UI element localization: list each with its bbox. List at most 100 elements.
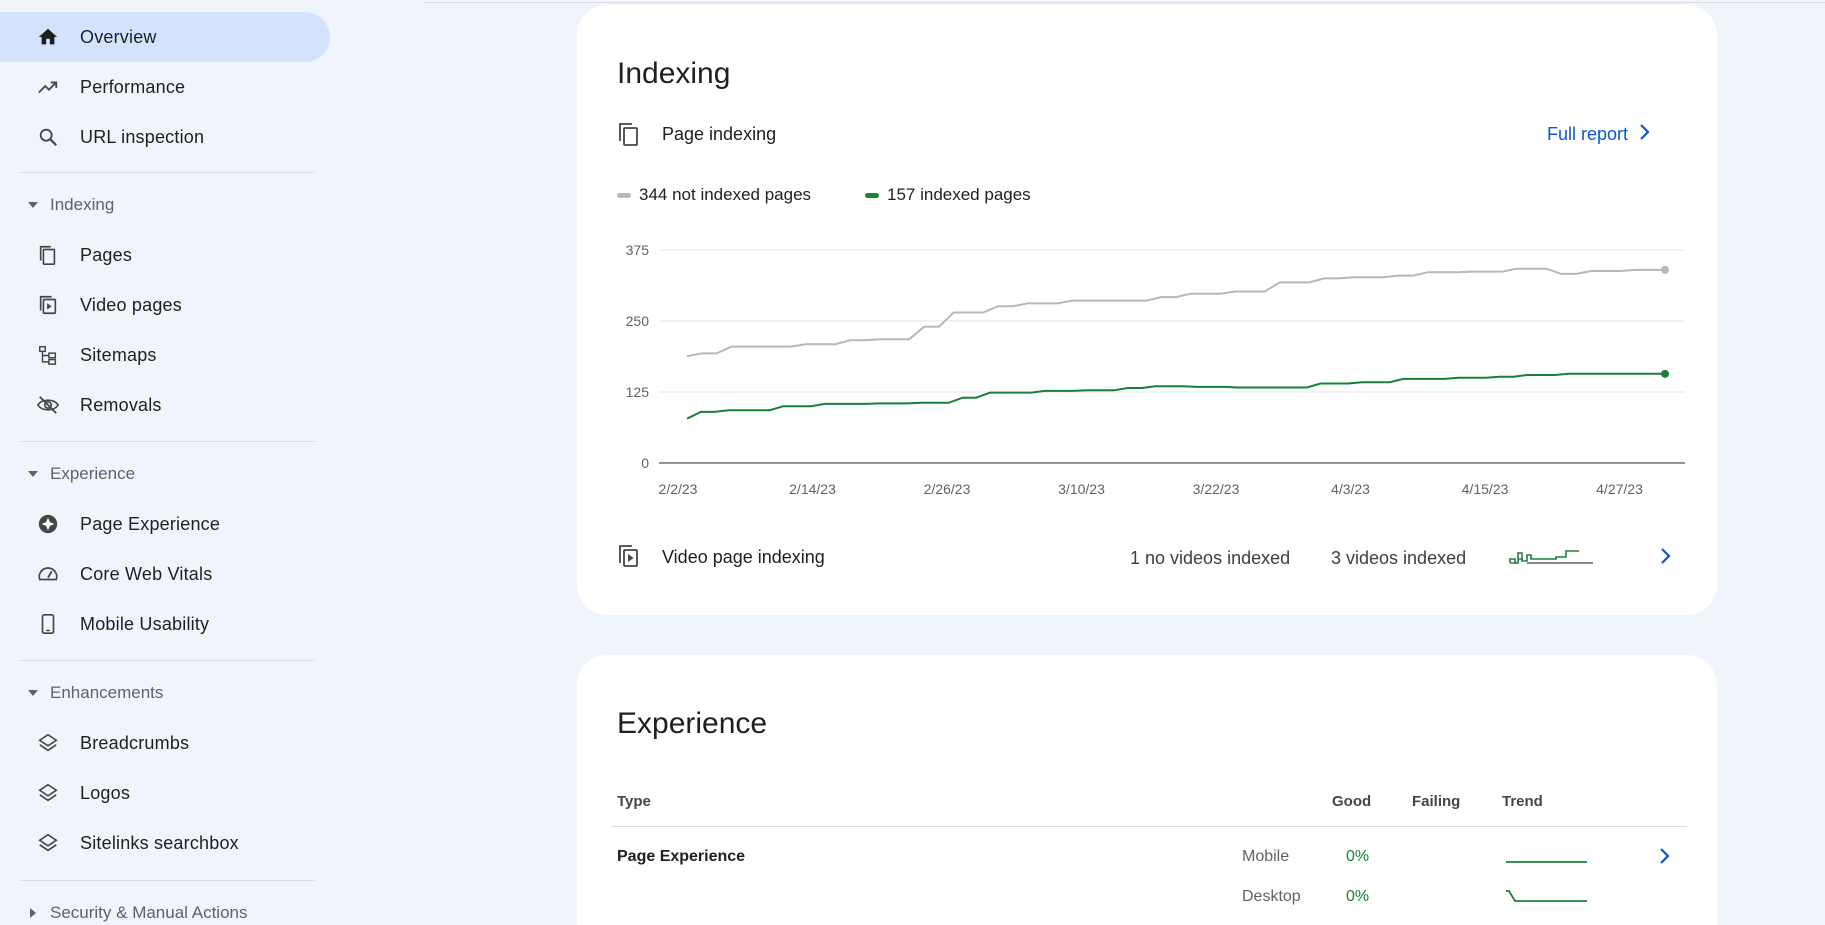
page-indexing-chart: 0 125 250 375 2/2/23 2/14/23 2/26/23 3/10/23 3/2… <box>626 242 1685 497</box>
video-indexing-sparkline <box>1509 550 1593 564</box>
sidebar-section-label: Security & Manual Actions <box>50 903 248 922</box>
video-page-indexing-label: Video page indexing <box>662 547 825 567</box>
sidebar-section-label: Experience <box>50 464 136 483</box>
caret-down-icon <box>27 468 39 480</box>
legend-indexed[interactable]: 157 indexed pages <box>865 185 1031 205</box>
trend-sparkline-desktop <box>1506 890 1587 902</box>
sparkline-not-indexed <box>1510 558 1593 564</box>
column-header-trend: Trend <box>1502 793 1543 810</box>
indexing-card-title: Indexing <box>617 57 731 90</box>
x-tick-label: 3/10/23 <box>1058 481 1105 497</box>
legend-label: 157 indexed pages <box>887 185 1031 204</box>
layers-icon <box>36 831 60 855</box>
sidebar-item-label: Core Web Vitals <box>80 563 213 584</box>
series-end-point[interactable] <box>1661 369 1669 378</box>
column-header-good: Good <box>1332 793 1372 810</box>
sidebar-item-video-pages[interactable]: Video pages <box>0 280 330 330</box>
sidebar-item-performance[interactable]: Performance <box>0 62 330 112</box>
sidebar-item-overview[interactable]: Overview <box>0 12 330 62</box>
video-pages-icon <box>617 543 641 569</box>
full-report-link[interactable]: Full report <box>1547 123 1650 146</box>
experience-card-title: Experience <box>617 707 768 740</box>
search-icon <box>36 125 60 149</box>
full-report-label: Full report <box>1547 124 1629 144</box>
caret-down-icon <box>27 199 39 211</box>
x-tick-label: 3/22/23 <box>1193 481 1240 497</box>
video-indexed-count: 3 videos indexed <box>1331 548 1467 568</box>
x-tick-label: 4/15/23 <box>1462 481 1509 497</box>
sidebar-item-breadcrumbs[interactable]: Breadcrumbs <box>0 718 330 768</box>
layers-icon <box>36 731 60 755</box>
sidebar-section-indexing[interactable]: Indexing <box>0 185 320 225</box>
y-tick-label: 375 <box>626 242 650 258</box>
sidebar-item-sitelinks-searchbox[interactable]: Sitelinks searchbox <box>0 818 330 868</box>
x-tick-label: 4/3/23 <box>1331 481 1370 497</box>
y-tick-label: 0 <box>641 455 649 471</box>
sidebar-divider <box>20 172 315 173</box>
legend-label: 344 not indexed pages <box>639 185 812 204</box>
trending-up-icon <box>36 75 60 99</box>
speed-gauge-icon <box>36 562 60 586</box>
sidebar-item-label: URL inspection <box>80 126 205 147</box>
sidebar-item-label: Breadcrumbs <box>80 732 190 753</box>
sidebar-section-enhancements[interactable]: Enhancements <box>0 673 320 713</box>
sidebar-item-mobile-usability[interactable]: Mobile Usability <box>0 599 330 649</box>
sidebar-item-label: Sitelinks searchbox <box>80 832 239 853</box>
page-experience-open-button[interactable] <box>1652 846 1676 870</box>
sidebar-item-label: Page Experience <box>80 513 221 534</box>
column-header-failing: Failing <box>1412 793 1461 810</box>
sidebar-divider <box>20 441 315 442</box>
row-type-name: Page Experience <box>617 848 746 865</box>
sidebar-section-security[interactable]: Security & Manual Actions <box>0 893 320 925</box>
caret-down-icon <box>27 687 39 699</box>
sitemap-icon <box>36 343 60 367</box>
row-good-desktop: 0% <box>1346 888 1370 905</box>
page-indexing-label: Page indexing <box>662 124 777 144</box>
legend-not-indexed[interactable]: 344 not indexed pages <box>617 185 811 205</box>
y-tick-label: 250 <box>626 313 650 329</box>
sidebar-item-label: Logos <box>80 782 131 803</box>
table-header-divider <box>612 826 1687 827</box>
x-tick-label: 2/2/23 <box>659 481 698 497</box>
x-tick-label: 2/14/23 <box>789 481 836 497</box>
sidebar-item-logos[interactable]: Logos <box>0 768 330 818</box>
experience-card: Experience Type Good Failing Trend Page … <box>577 655 1717 925</box>
sidebar-item-label: Performance <box>80 76 186 97</box>
sidebar-item-pages[interactable]: Pages <box>0 230 330 280</box>
sidebar-item-sitemaps[interactable]: Sitemaps <box>0 330 330 380</box>
sidebar-item-url-inspection[interactable]: URL inspection <box>0 112 330 162</box>
sidebar-item-label: Overview <box>80 26 157 47</box>
y-tick-label: 125 <box>626 384 650 400</box>
video-no-indexed-count: 1 no videos indexed <box>1130 548 1291 568</box>
column-header-type: Type <box>617 793 651 810</box>
sidebar-item-label: Removals <box>80 394 162 415</box>
visibility-off-icon <box>36 393 60 417</box>
series-end-point[interactable] <box>1661 265 1669 274</box>
video-indexing-open-button[interactable] <box>1653 546 1677 570</box>
sidebar-divider <box>20 880 315 881</box>
sidebar-item-core-web-vitals[interactable]: Core Web Vitals <box>0 549 330 599</box>
chevron-right-icon <box>1659 547 1671 570</box>
sidebar-item-label: Mobile Usability <box>80 613 210 634</box>
sidebar-item-label: Sitemaps <box>80 344 157 365</box>
trend-sparkline-mobile <box>1506 861 1587 863</box>
sidebar-section-label: Enhancements <box>50 683 164 702</box>
sidebar-item-label: Video pages <box>80 294 182 315</box>
sidebar-item-label: Pages <box>80 244 133 265</box>
legend-swatch-not-indexed <box>617 192 631 198</box>
sidebar-section-experience[interactable]: Experience <box>0 454 320 494</box>
video-pages-icon <box>36 293 60 317</box>
home-icon <box>36 25 60 49</box>
x-tick-label: 4/27/23 <box>1596 481 1643 497</box>
sidebar-item-removals[interactable]: Removals <box>0 380 330 430</box>
sidebar-item-page-experience[interactable]: Page Experience <box>0 499 330 549</box>
sidebar-section-label: Indexing <box>50 195 115 214</box>
sidebar-divider <box>20 660 315 661</box>
row-good-mobile: 0% <box>1346 848 1370 865</box>
page-experience-icon <box>36 512 60 536</box>
row-device-desktop: Desktop <box>1242 888 1301 905</box>
pages-icon <box>36 243 60 267</box>
chevron-right-icon <box>1638 123 1650 146</box>
series-line-indexed <box>686 372 1665 420</box>
legend-swatch-indexed <box>865 192 879 198</box>
